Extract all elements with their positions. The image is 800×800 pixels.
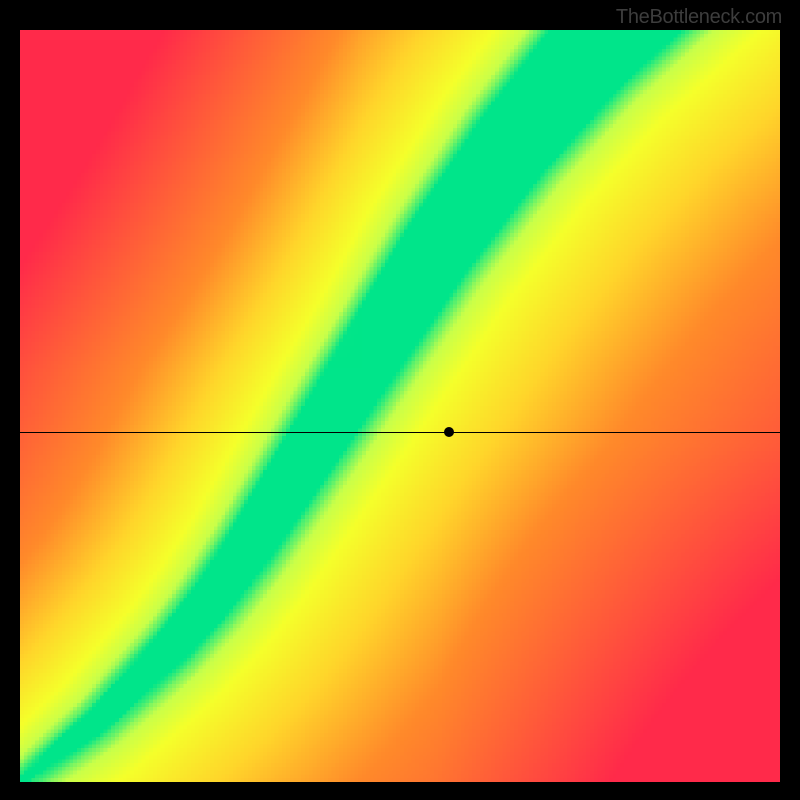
crosshair-marker [444, 427, 454, 437]
crosshair-horizontal [20, 432, 780, 433]
heatmap-canvas [20, 30, 780, 782]
heatmap-plot [20, 30, 780, 782]
watermark-text: TheBottleneck.com [616, 6, 782, 29]
